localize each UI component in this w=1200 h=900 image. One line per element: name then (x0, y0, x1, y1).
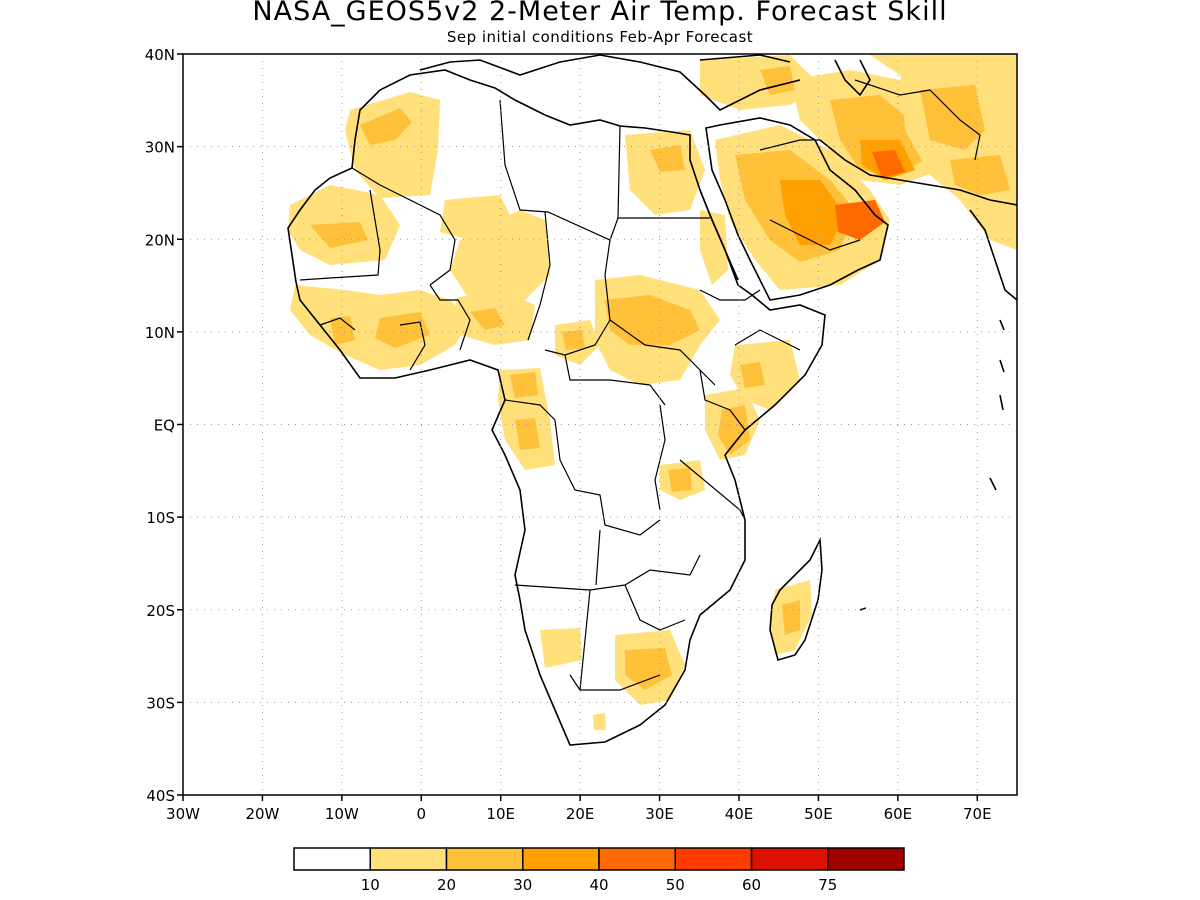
lat-tick-label: 30S (146, 694, 175, 712)
colorbar-swatch (522, 847, 600, 871)
lon-tick-label: 50E (804, 805, 833, 823)
lon-tick-label: 20W (245, 805, 279, 823)
lat-tick-label: EQ (154, 417, 175, 435)
colorbar-label: 40 (589, 876, 608, 894)
lon-tick-label: 30E (645, 805, 674, 823)
lat-tick-label: 20N (145, 231, 175, 249)
axis-ticks (177, 53, 979, 801)
country-borders (299, 79, 981, 691)
colorbar-swatch (750, 847, 829, 871)
lat-tick-label: 10N (145, 324, 175, 342)
lon-tick-label: 10E (486, 805, 515, 823)
colorbar-label: 10 (361, 876, 380, 894)
lon-tick-label: 0 (417, 805, 427, 823)
lon-tick-label: 40E (725, 805, 754, 823)
map-title: NASA_GEOS5v2 2-Meter Air Temp. Forecast … (252, 0, 948, 27)
lon-tick-label: 10W (325, 805, 359, 823)
longitude-labels: 30W 20W 10W 0 10E 20E 30E 40E 50E 60E 70E (166, 805, 992, 823)
lat-tick-label: 40S (146, 787, 175, 805)
colorbar-label: 75 (818, 876, 837, 894)
latitude-labels: 40N 30N 20N 10N EQ 10S 20S 30S 40S (145, 46, 175, 805)
colorbar-swatch (369, 847, 448, 871)
colorbar-swatch (293, 847, 371, 871)
map-subtitle: Sep initial conditions Feb-Apr Forecast (446, 28, 754, 46)
colorbar-label: 50 (666, 876, 685, 894)
lat-tick-label: 10S (146, 509, 175, 527)
colorbar-label: 30 (513, 876, 532, 894)
colorbar-label: 60 (742, 876, 761, 894)
lat-tick-label: 20S (146, 602, 175, 620)
colorbar-swatch (598, 847, 676, 871)
colorbar: 10 20 30 40 50 60 75 (293, 847, 905, 894)
colorbar-swatch (674, 847, 753, 871)
lon-tick-label: 70E (963, 805, 992, 823)
lon-tick-label: 20E (566, 805, 595, 823)
coastlines (287, 54, 1017, 746)
lat-tick-label: 30N (145, 139, 175, 157)
lon-tick-label: 30W (166, 805, 200, 823)
colorbar-swatch (827, 847, 905, 871)
skill-shading (288, 54, 1017, 730)
colorbar-swatch (445, 847, 524, 871)
colorbar-label: 20 (437, 876, 456, 894)
lat-tick-label: 40N (145, 46, 175, 64)
lon-tick-label: 60E (884, 805, 913, 823)
